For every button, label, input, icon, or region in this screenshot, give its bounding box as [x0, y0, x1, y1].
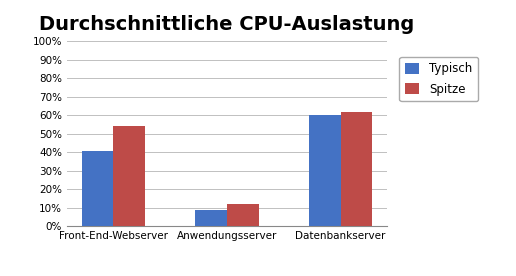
Bar — [114, 126, 145, 226]
Bar — [341, 112, 373, 226]
Bar — [82, 150, 114, 226]
Legend: Typisch, Spitze: Typisch, Spitze — [399, 57, 478, 102]
Bar — [309, 115, 341, 226]
Title: Durchschnittliche CPU-Auslastung: Durchschnittliche CPU-Auslastung — [39, 15, 415, 34]
Bar — [227, 204, 259, 226]
Bar — [195, 210, 227, 226]
